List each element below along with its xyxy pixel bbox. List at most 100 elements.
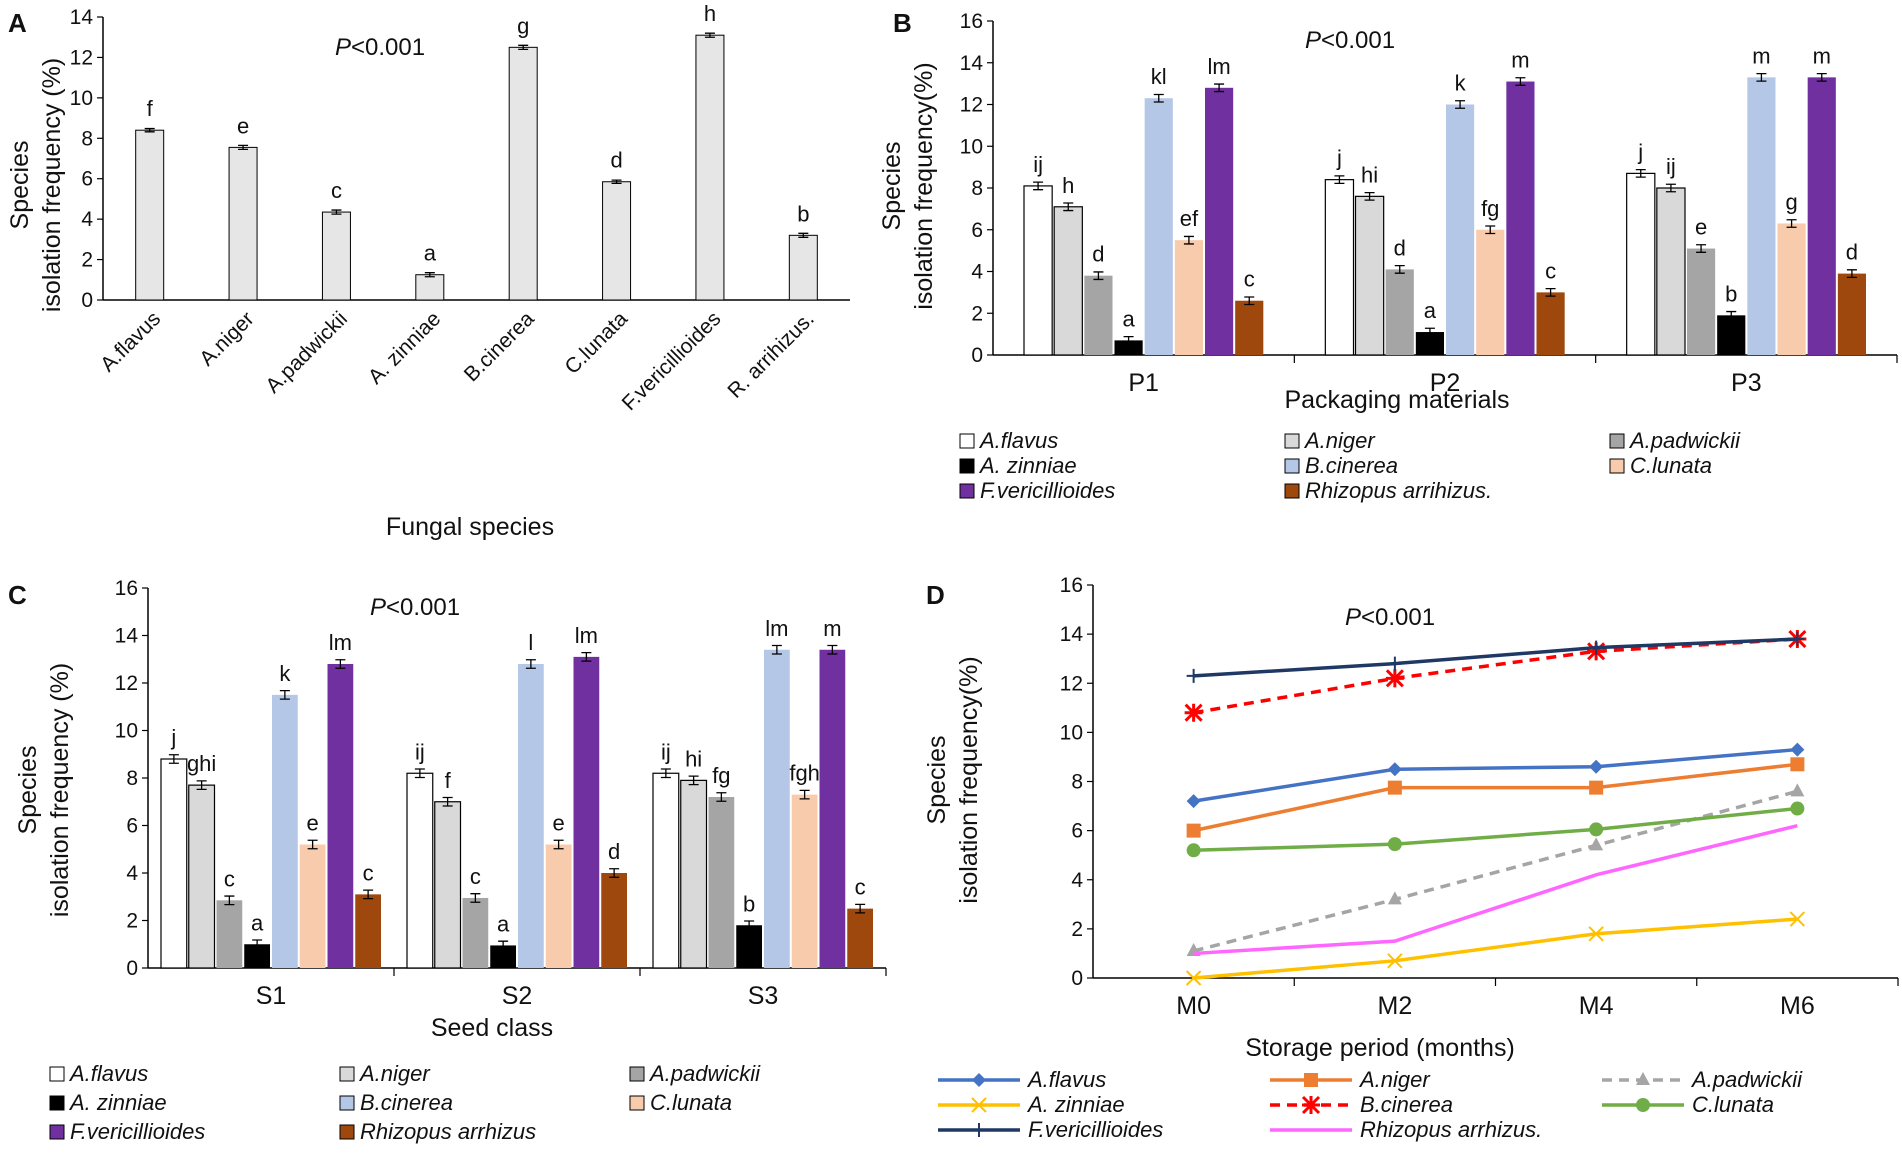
- error-bar: [827, 644, 838, 655]
- panel-b-letter: B: [893, 8, 912, 38]
- series-line: [1193, 637, 1798, 715]
- bar: [518, 664, 544, 968]
- bar: [1476, 229, 1505, 355]
- panel-a-y-tick-label: 6: [81, 168, 93, 191]
- panel-a-ylabel-line2: isolation frequency (%): [38, 58, 66, 312]
- panel-d-legend-label: Rhizopus arrhizus.: [1360, 1117, 1542, 1142]
- error-bar: [238, 144, 249, 151]
- significance-letter: a: [1122, 306, 1135, 331]
- significance-letter: j: [1336, 146, 1342, 171]
- error-bar: [798, 232, 809, 238]
- panel-c-group-label: S1: [256, 982, 287, 1010]
- error-bar: [196, 780, 207, 791]
- panel-c-pvalue: P<0.001: [370, 594, 460, 621]
- panel-c-legend-swatch: [629, 1095, 645, 1111]
- panel-d-x-tick-label: M0: [1176, 992, 1211, 1020]
- error-bar: [1696, 244, 1707, 253]
- panel-b-legend-label: C.lunata: [1630, 453, 1712, 478]
- x-category-label: B.cinerea: [460, 307, 539, 386]
- panel-d-pvalue: P<0.001: [1345, 604, 1435, 631]
- data-point: [972, 1073, 986, 1087]
- x-category-label: A.niger: [195, 307, 258, 370]
- panel-b-legend-label: B.cinerea: [1305, 453, 1398, 478]
- error-bar: [1665, 183, 1676, 193]
- significance-letter: m: [1813, 43, 1831, 68]
- data-point: [1789, 911, 1806, 927]
- panel-c-legend-swatch: [339, 1066, 355, 1082]
- bar: [434, 801, 462, 969]
- x-category-label: F.vericillioides: [618, 307, 726, 415]
- error-bar: [414, 768, 425, 779]
- significance-letter: ij: [661, 739, 671, 764]
- significance-letter: a: [1424, 298, 1437, 323]
- panel-b-legend-swatch: [959, 458, 975, 474]
- panel-b-y-tick-label: 4: [971, 261, 983, 284]
- significance-letter: k: [279, 661, 291, 686]
- error-bar: [279, 689, 290, 700]
- significance-letter: h: [704, 1, 716, 26]
- bar: [462, 897, 489, 968]
- significance-letter: h: [1062, 173, 1074, 198]
- error-bar: [252, 939, 263, 950]
- series-line: [1193, 637, 1798, 678]
- panel-c-y-tick-label: 10: [115, 720, 138, 743]
- panel-c-group-label: S3: [748, 982, 779, 1010]
- error-bar: [335, 659, 346, 669]
- bar: [490, 945, 516, 968]
- significance-letter: hi: [685, 746, 702, 771]
- panel-b-legend-swatch: [1609, 433, 1625, 449]
- bar: [1114, 340, 1143, 355]
- bar: [188, 784, 216, 969]
- bar: [1807, 77, 1836, 356]
- panel-a: A P<0.001 0 2 4 6 8 10 12 14 f A.flavus e A.niger c A…: [6, 1, 850, 541]
- bar: [1205, 87, 1234, 356]
- significance-letter: lm: [329, 630, 352, 655]
- panel-b-y-tick-label: 16: [960, 10, 983, 33]
- panel-b-legend-swatch: [1284, 483, 1300, 499]
- significance-letter: fg: [1481, 196, 1499, 221]
- bar: [299, 844, 326, 968]
- series-line: [1193, 747, 1798, 803]
- series-line: [1193, 762, 1798, 833]
- error-bar: [1214, 83, 1225, 93]
- bar: [327, 664, 354, 968]
- panel-c-y-tick-label: 4: [126, 862, 138, 885]
- panel-c-legend-label: A.niger: [358, 1061, 431, 1086]
- error-bar: [1424, 327, 1435, 337]
- significance-letter: k: [1455, 71, 1467, 96]
- significance-letter: j: [1637, 139, 1643, 164]
- significance-letter: c: [224, 866, 235, 891]
- significance-letter: fgh: [789, 761, 820, 786]
- data-point: [1301, 1095, 1321, 1115]
- panel-b-legend-swatch: [959, 483, 975, 499]
- significance-letter: c: [1244, 267, 1255, 292]
- bar: [1626, 172, 1656, 356]
- bar: [1777, 223, 1806, 355]
- bar: [1084, 275, 1113, 355]
- bar: [764, 649, 790, 968]
- panel-d-legend-label: A.padwickii: [1690, 1067, 1803, 1092]
- x-category-label: C.lunata: [561, 307, 633, 379]
- bar: [216, 900, 243, 968]
- panel-c-legend-label: F.vericillioides: [70, 1119, 205, 1144]
- significance-letter: lm: [575, 623, 598, 648]
- panel-c-y-tick-label: 16: [115, 577, 138, 600]
- data-point: [1185, 970, 1202, 986]
- significance-letter: b: [1725, 281, 1737, 306]
- panel-d-ylabel-line1: Species: [923, 736, 951, 825]
- panel-c-y-tick-label: 14: [115, 625, 139, 648]
- error-bar: [498, 940, 509, 951]
- error-bar: [224, 895, 235, 906]
- panel-a-y-tick-label: 10: [70, 87, 93, 110]
- significance-letter: fg: [712, 763, 730, 788]
- panel-b-legend-label: F.vericillioides: [980, 478, 1115, 503]
- panel-a-ylabel-line1: Species: [6, 141, 34, 230]
- panel-c-legend-swatch: [49, 1066, 65, 1082]
- panel-b-legend-label: A.flavus: [978, 428, 1058, 453]
- data-point: [1589, 837, 1604, 851]
- panel-c-legend-swatch: [49, 1095, 65, 1111]
- panel-c-legend-swatch: [339, 1095, 355, 1111]
- x-category-label: A.padwickii: [261, 307, 352, 398]
- panel-c-legend-swatch: [49, 1124, 65, 1140]
- error-bar: [609, 868, 620, 878]
